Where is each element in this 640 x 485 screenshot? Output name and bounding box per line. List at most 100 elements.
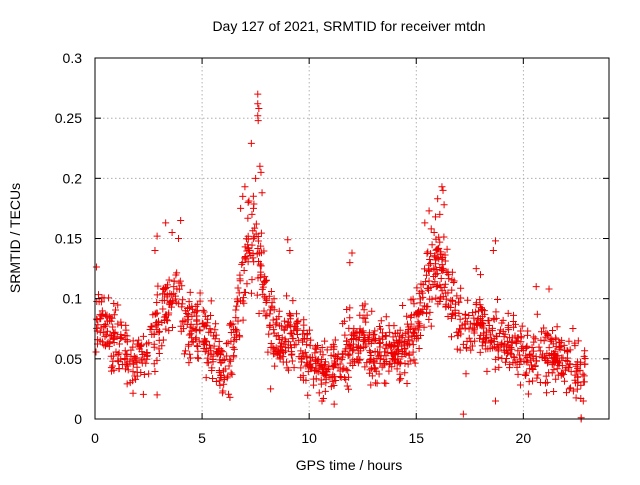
data-point bbox=[510, 323, 518, 331]
data-point bbox=[162, 325, 170, 333]
data-point bbox=[471, 337, 479, 345]
data-point bbox=[273, 315, 281, 323]
data-point bbox=[142, 359, 150, 367]
data-point bbox=[259, 283, 267, 291]
data-point bbox=[184, 316, 192, 324]
data-point bbox=[393, 348, 401, 356]
data-point bbox=[381, 331, 389, 339]
data-point bbox=[413, 331, 421, 339]
data-point bbox=[177, 322, 185, 330]
data-point bbox=[363, 359, 371, 367]
data-point bbox=[122, 365, 130, 373]
data-point bbox=[477, 306, 485, 314]
data-point bbox=[385, 361, 393, 369]
data-point bbox=[477, 271, 484, 279]
data-point bbox=[137, 356, 145, 364]
data-point bbox=[187, 320, 195, 328]
data-point bbox=[428, 241, 436, 249]
data-point bbox=[553, 323, 561, 331]
data-point bbox=[146, 326, 154, 334]
data-point bbox=[345, 341, 353, 349]
data-point bbox=[410, 300, 418, 308]
data-point bbox=[316, 362, 324, 370]
data-point bbox=[557, 369, 565, 377]
data-point bbox=[153, 391, 161, 399]
data-point bbox=[227, 321, 235, 329]
data-point bbox=[256, 260, 264, 268]
data-point bbox=[437, 250, 445, 258]
data-point bbox=[372, 379, 380, 387]
data-point bbox=[232, 328, 240, 336]
data-point bbox=[345, 385, 353, 393]
data-point bbox=[437, 274, 445, 282]
data-point bbox=[413, 309, 421, 317]
data-point bbox=[367, 381, 375, 389]
data-point bbox=[439, 186, 447, 194]
data-point bbox=[133, 358, 141, 366]
data-point bbox=[152, 310, 160, 318]
data-point bbox=[567, 368, 575, 376]
data-point bbox=[163, 293, 171, 301]
data-point bbox=[150, 340, 158, 348]
data-point bbox=[257, 229, 265, 237]
data-point bbox=[254, 237, 262, 245]
data-point bbox=[529, 377, 537, 385]
data-point bbox=[196, 327, 204, 335]
data-point bbox=[436, 264, 444, 272]
data-point bbox=[357, 329, 365, 337]
data-point bbox=[221, 356, 229, 364]
data-point bbox=[467, 346, 475, 354]
data-point bbox=[185, 298, 193, 306]
data-point bbox=[303, 352, 311, 360]
data-point bbox=[97, 298, 105, 306]
data-point bbox=[449, 296, 457, 304]
data-point bbox=[165, 309, 173, 317]
data-point bbox=[275, 336, 283, 344]
data-point bbox=[194, 354, 202, 362]
data-point bbox=[564, 348, 572, 356]
data-point bbox=[241, 288, 249, 296]
data-point bbox=[235, 289, 243, 297]
data-point bbox=[491, 397, 499, 405]
data-point bbox=[244, 214, 252, 222]
data-point bbox=[366, 357, 374, 365]
data-point bbox=[346, 314, 354, 322]
data-point bbox=[507, 338, 515, 346]
data-point bbox=[395, 336, 403, 344]
data-point bbox=[398, 347, 406, 355]
data-point bbox=[362, 318, 370, 326]
data-point bbox=[173, 269, 181, 277]
data-point bbox=[524, 390, 532, 398]
data-point bbox=[382, 344, 390, 352]
data-point bbox=[366, 369, 374, 377]
data-point bbox=[155, 345, 163, 353]
data-point bbox=[513, 337, 521, 345]
data-point bbox=[251, 224, 259, 232]
data-point bbox=[492, 355, 500, 363]
data-point bbox=[510, 353, 518, 361]
data-point bbox=[514, 370, 522, 378]
data-point bbox=[560, 377, 568, 385]
data-point bbox=[159, 305, 167, 313]
data-point bbox=[235, 332, 243, 340]
data-point bbox=[530, 347, 538, 355]
data-point bbox=[270, 306, 278, 314]
data-point bbox=[413, 284, 421, 292]
data-point bbox=[96, 328, 104, 336]
data-point bbox=[432, 246, 440, 254]
data-point bbox=[203, 359, 211, 367]
data-point bbox=[228, 370, 236, 378]
data-point bbox=[247, 139, 255, 147]
data-point bbox=[572, 361, 580, 369]
data-point bbox=[266, 310, 274, 318]
data-point bbox=[321, 337, 329, 345]
data-point bbox=[283, 358, 291, 366]
data-point bbox=[497, 326, 505, 334]
data-point bbox=[569, 387, 577, 395]
data-point bbox=[101, 333, 109, 341]
data-point bbox=[307, 364, 315, 372]
x-axis-label: GPS time / hours bbox=[296, 457, 403, 473]
data-point bbox=[150, 360, 158, 368]
data-point bbox=[153, 299, 161, 307]
data-point bbox=[239, 316, 247, 324]
